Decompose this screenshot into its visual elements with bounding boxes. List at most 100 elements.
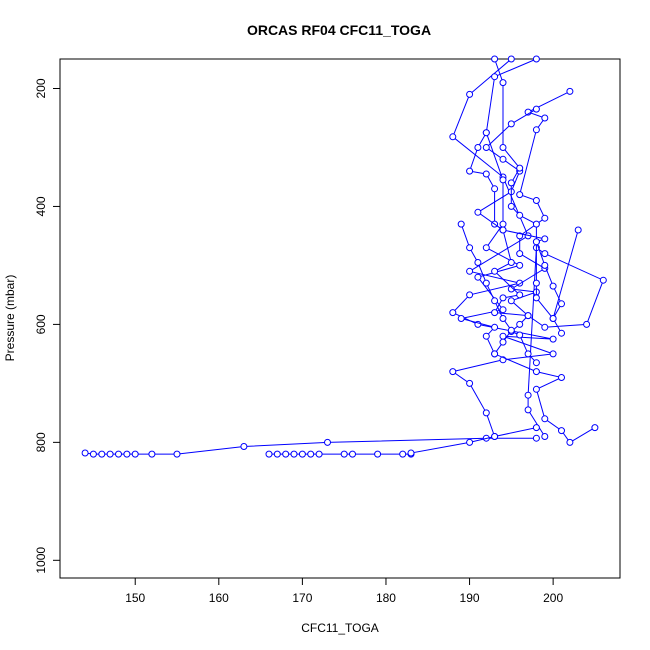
data-point xyxy=(516,164,524,172)
data-point xyxy=(173,450,181,458)
data-point xyxy=(240,443,248,450)
data-point xyxy=(532,197,540,204)
data-point xyxy=(482,170,490,178)
data-point xyxy=(457,315,465,322)
data-point xyxy=(499,176,507,184)
plot-frame xyxy=(59,58,621,579)
data-point xyxy=(499,294,507,302)
data-point xyxy=(583,320,591,328)
data-point xyxy=(532,434,540,442)
data-point xyxy=(516,250,524,258)
data-point xyxy=(349,450,356,458)
data-point xyxy=(507,179,515,187)
data-point xyxy=(532,294,540,302)
data-point xyxy=(499,226,507,234)
data-point xyxy=(466,267,474,275)
data-point xyxy=(516,211,524,219)
data-point xyxy=(315,450,323,458)
y-tick-label: 600 xyxy=(34,314,48,334)
data-point xyxy=(499,155,507,163)
data-point xyxy=(507,202,515,210)
data-point xyxy=(491,297,499,305)
data-point xyxy=(491,55,499,63)
data-point xyxy=(532,55,540,63)
data-point xyxy=(265,450,273,458)
data-point xyxy=(466,438,474,446)
data-point xyxy=(491,309,499,317)
data-point xyxy=(507,120,515,128)
data-point xyxy=(507,297,515,305)
data-point xyxy=(599,276,607,284)
data-point xyxy=(457,220,465,228)
chart-title: ORCAS RF04 CFC11_TOGA xyxy=(247,22,431,38)
series-layer xyxy=(81,55,607,458)
data-point xyxy=(532,126,540,134)
data-point xyxy=(466,379,474,387)
data-point xyxy=(399,450,407,458)
data-point xyxy=(324,438,331,446)
x-tick-label: 150 xyxy=(125,591,145,605)
series-3 xyxy=(507,87,607,440)
data-point xyxy=(516,291,524,299)
data-point xyxy=(491,73,499,81)
data-point xyxy=(507,259,515,266)
data-point xyxy=(81,449,89,457)
data-point xyxy=(524,391,532,399)
data-point xyxy=(574,226,582,234)
series-8 xyxy=(81,434,540,458)
y-tick-label: 400 xyxy=(34,196,48,216)
data-point xyxy=(499,144,507,151)
y-tick-label: 1000 xyxy=(34,547,48,574)
data-point xyxy=(558,329,565,337)
data-point xyxy=(482,244,490,252)
data-point xyxy=(340,450,348,458)
data-point xyxy=(499,220,507,228)
data-point xyxy=(466,167,474,175)
data-point xyxy=(524,312,532,320)
data-point xyxy=(491,267,499,275)
y-axis-label: Pressure (mbar) xyxy=(3,275,17,362)
data-point xyxy=(516,261,524,269)
x-tick-label: 170 xyxy=(292,591,312,605)
data-point xyxy=(307,450,315,458)
data-point xyxy=(549,282,557,290)
data-point xyxy=(466,244,474,252)
data-point xyxy=(558,300,565,308)
data-point xyxy=(516,320,524,328)
data-point xyxy=(482,144,490,151)
data-point xyxy=(541,415,549,423)
data-point xyxy=(507,55,515,63)
data-point xyxy=(507,285,515,293)
x-tick-label: 180 xyxy=(376,591,396,605)
data-point xyxy=(499,338,507,346)
data-point xyxy=(449,309,457,317)
x-axis: 150 160 170 180 190 200 xyxy=(125,578,563,605)
data-point xyxy=(532,359,540,367)
data-point xyxy=(516,191,524,199)
data-point xyxy=(507,326,515,334)
data-point xyxy=(374,450,382,458)
series-9 xyxy=(265,424,540,458)
data-point xyxy=(282,450,290,458)
data-point xyxy=(532,279,540,287)
data-point xyxy=(541,114,549,122)
data-point xyxy=(106,450,114,458)
data-point xyxy=(532,105,540,113)
data-point xyxy=(466,90,474,98)
y-tick-label: 800 xyxy=(34,432,48,452)
data-point xyxy=(474,259,482,266)
data-point xyxy=(474,273,482,281)
data-point xyxy=(558,374,565,381)
series-line xyxy=(476,108,579,319)
data-point xyxy=(491,433,499,440)
data-point xyxy=(541,250,549,258)
data-point xyxy=(541,214,549,222)
data-point xyxy=(482,332,490,340)
data-point xyxy=(482,409,490,417)
data-point xyxy=(532,424,540,432)
data-point xyxy=(524,350,532,358)
series-line xyxy=(269,427,537,455)
data-point xyxy=(532,220,540,228)
data-point xyxy=(541,433,549,440)
data-point xyxy=(449,368,457,376)
